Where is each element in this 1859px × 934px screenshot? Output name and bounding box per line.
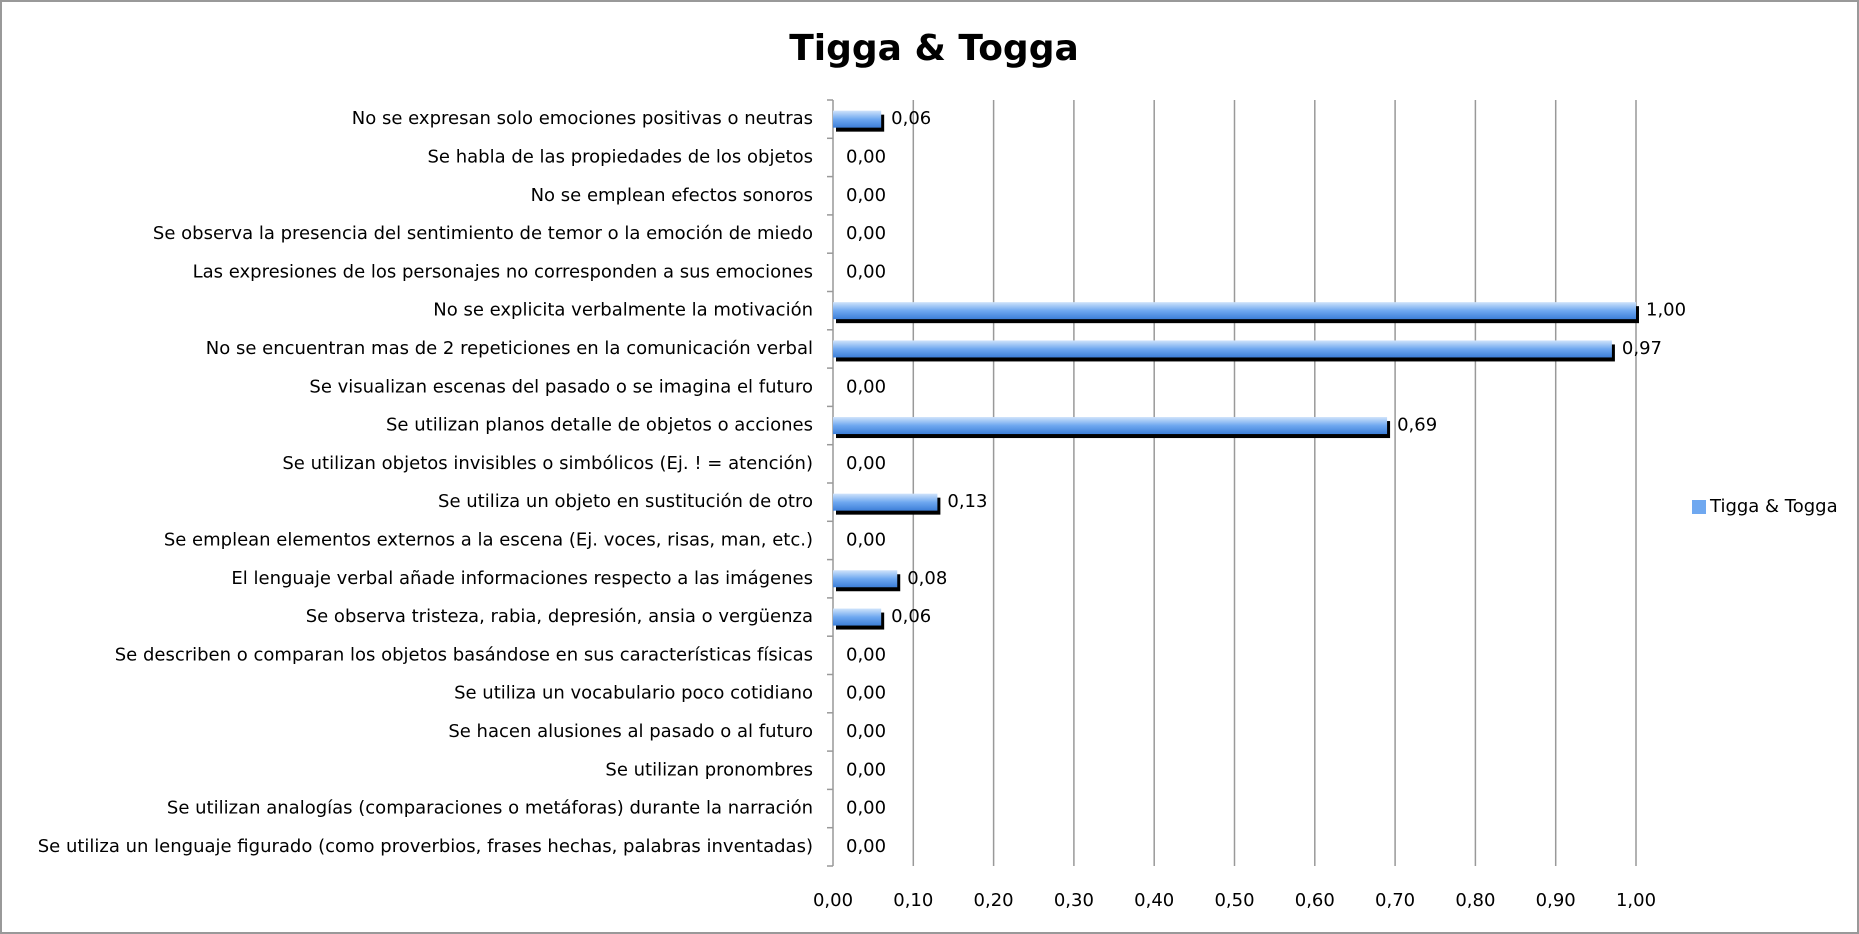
bar (833, 417, 1388, 435)
x-tick-label: 0,50 (1214, 890, 1254, 911)
x-tick-label: 0,10 (893, 890, 933, 911)
y-tick-label: Se utilizan analogías (comparaciones o m… (167, 798, 813, 819)
legend-swatch (1692, 500, 1706, 514)
y-tick-label: Se observa tristeza, rabia, depresión, a… (306, 606, 813, 627)
data-label: 0,13 (947, 491, 987, 512)
data-label: 0,00 (846, 798, 886, 819)
y-tick-label: Se utilizan planos detalle de objetos o … (386, 415, 813, 436)
y-tick-label: Se utiliza un objeto en sustitución de o… (438, 491, 813, 512)
data-label: 0,00 (846, 223, 886, 244)
y-tick-label: Se utiliza un lenguaje figurado (como pr… (38, 836, 813, 857)
x-tick-label: 1,00 (1616, 890, 1656, 911)
x-tick-label: 0,90 (1536, 890, 1576, 911)
data-label: 0,06 (891, 606, 931, 627)
x-tick-label: 0,80 (1455, 890, 1495, 911)
data-label: 0,00 (846, 644, 886, 665)
x-tick-label: 0,20 (974, 890, 1014, 911)
bar (833, 608, 882, 626)
bar (833, 302, 1636, 320)
bar (833, 493, 938, 511)
data-label: 0,00 (846, 721, 886, 742)
y-tick-label: Se habla de las propiedades de los objet… (428, 146, 814, 167)
x-tick-label: 0,30 (1054, 890, 1094, 911)
chart-title: Tigga & Togga (789, 28, 1079, 69)
legend-label: Tigga & Togga (1709, 496, 1838, 517)
data-label: 0,97 (1622, 338, 1662, 359)
data-label: 0,00 (846, 683, 886, 704)
data-label: 0,00 (846, 146, 886, 167)
data-label: 0,08 (907, 568, 947, 589)
y-tick-label: Se utiliza un vocabulario poco cotidiano (454, 683, 813, 704)
y-tick-label: No se expresan solo emociones positivas … (352, 108, 813, 129)
y-tick-label: No se emplean efectos sonoros (531, 185, 813, 206)
bar (833, 570, 898, 588)
y-tick-label: Se visualizan escenas del pasado o se im… (309, 376, 813, 397)
data-label: 0,00 (846, 759, 886, 780)
y-tick-label: Se utilizan objetos invisibles o simbóli… (282, 453, 813, 474)
x-tick-label: 0,60 (1295, 890, 1335, 911)
y-tick-label: Las expresiones de los personajes no cor… (193, 261, 813, 282)
data-label: 0,00 (846, 376, 886, 397)
x-tick-label: 0,70 (1375, 890, 1415, 911)
data-label: 0,06 (891, 108, 931, 129)
x-tick-label: 0,00 (813, 890, 853, 911)
data-label: 0,00 (846, 185, 886, 206)
y-tick-label: Se observa la presencia del sentimiento … (153, 223, 813, 244)
x-tick-label: 0,40 (1134, 890, 1174, 911)
y-tick-label: No se explicita verbalmente la motivació… (433, 300, 813, 321)
y-tick-label: Se emplean elementos externos a la escen… (164, 529, 813, 550)
y-tick-label: Se utilizan pronombres (605, 759, 813, 780)
y-tick-label: El lenguaje verbal añade informaciones r… (231, 568, 813, 589)
data-label: 0,00 (846, 529, 886, 550)
data-label: 1,00 (1646, 300, 1686, 321)
bar (833, 110, 882, 128)
y-tick-label: Se describen o comparan los objetos basá… (115, 644, 813, 665)
y-tick-label: No se encuentran mas de 2 repeticiones e… (206, 338, 813, 359)
bar (833, 340, 1612, 358)
data-label: 0,00 (846, 453, 886, 474)
y-tick-label: Se hacen alusiones al pasado o al futuro (448, 721, 813, 742)
data-label: 0,69 (1397, 415, 1437, 436)
data-label: 0,00 (846, 261, 886, 282)
data-label: 0,00 (846, 836, 886, 857)
